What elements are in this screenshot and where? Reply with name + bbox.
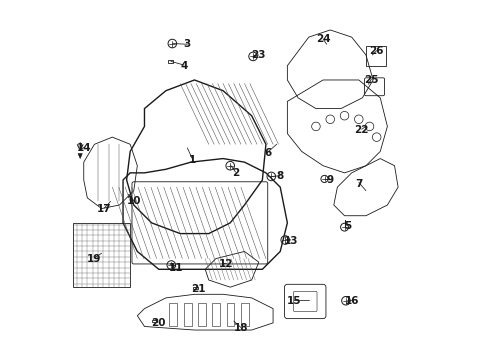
Text: 22: 22 [354,125,368,135]
Bar [241,303,248,327]
Text: 25: 25 [364,75,378,85]
Text: 10: 10 [126,197,141,206]
Text: 18: 18 [233,323,248,333]
Bar [152,320,157,323]
Bar [212,303,220,327]
Text: 12: 12 [218,259,233,269]
Text: 20: 20 [150,318,165,328]
Text: 5: 5 [344,221,351,231]
Text: 2: 2 [231,168,239,178]
Text: 14: 14 [77,143,92,153]
Text: 4: 4 [180,61,187,71]
Text: 21: 21 [190,284,205,294]
Bar [73,223,130,287]
Text: 15: 15 [286,296,301,306]
Text: 13: 13 [283,236,298,246]
Bar [169,303,177,327]
Bar [183,303,191,327]
Text: 17: 17 [97,203,112,213]
Text: 9: 9 [326,175,333,185]
Bar [226,303,234,327]
Bar [167,60,172,63]
Text: 16: 16 [344,296,358,306]
Text: 3: 3 [183,39,191,49]
Bar [198,303,205,327]
Text: 11: 11 [168,262,183,273]
Text: 7: 7 [354,179,362,189]
Text: 23: 23 [251,50,265,60]
Bar [193,287,198,289]
Text: 26: 26 [368,46,383,57]
Polygon shape [78,154,82,158]
Text: 1: 1 [189,156,196,165]
Text: 24: 24 [315,34,330,44]
Bar [365,46,385,66]
Text: 19: 19 [87,253,102,264]
Text: 6: 6 [264,148,271,158]
Text: 8: 8 [276,171,283,181]
